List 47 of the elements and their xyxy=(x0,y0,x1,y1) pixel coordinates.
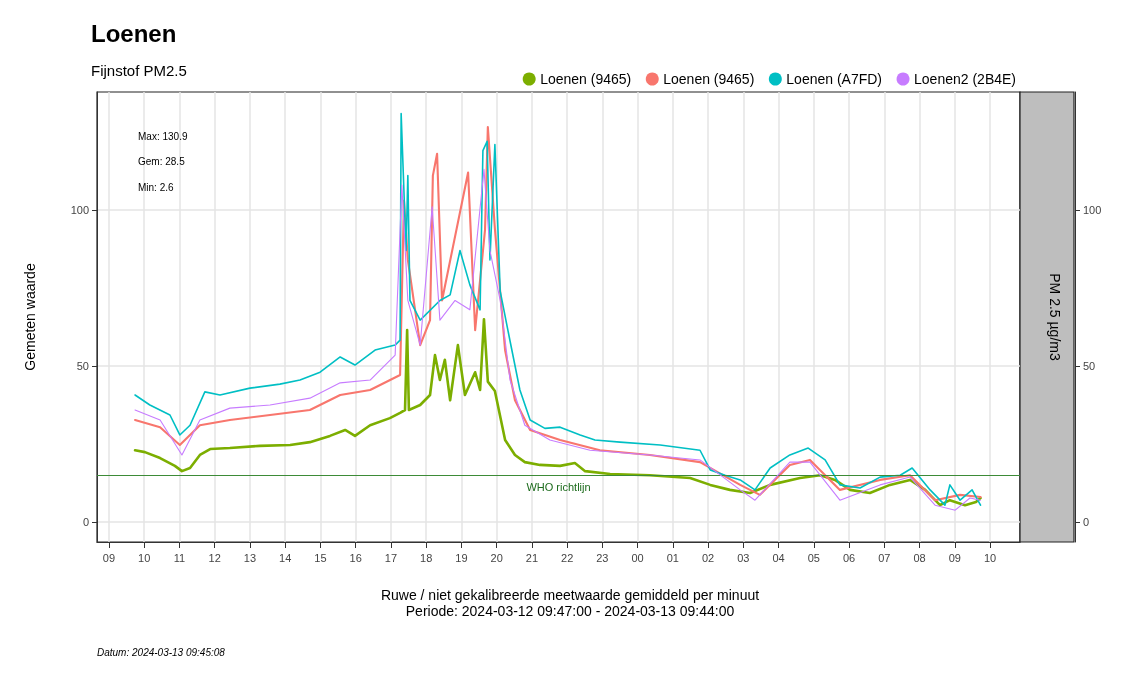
legend-label: Loenen2 (2B4E) xyxy=(914,71,1016,87)
x-tick-label: 19 xyxy=(455,551,468,564)
x-tick-label: 16 xyxy=(349,551,362,564)
y2-tick-label: 50 xyxy=(1083,359,1096,372)
x-tick-label: 14 xyxy=(279,551,292,564)
x-tick-label: 11 xyxy=(173,551,186,564)
legend-label: Loenen (9465) xyxy=(663,71,755,87)
x-tick-label: 08 xyxy=(913,551,926,564)
text: Datum: 2024-03-13 09:45:08 xyxy=(97,646,226,658)
x-tick-label: 12 xyxy=(208,551,221,564)
y-axis-title: Gemeten waarde xyxy=(22,263,38,371)
x-tick-label: 07 xyxy=(878,551,891,564)
x-tick-label: 20 xyxy=(490,551,503,564)
line-series xyxy=(133,317,982,507)
x-tick-label: 21 xyxy=(525,551,539,564)
ref-line-label: WHO richtlijn xyxy=(526,480,591,493)
x-tick-label: 00 xyxy=(631,551,644,564)
x-axis-title: Ruwe / niet gekalibreerde meetwaarde gemiddeld per minuut Periode: 2024-03-12 09:47:00 - 2024-03-13 09:44:00 xyxy=(380,587,760,619)
x-tick-label: 01 xyxy=(666,551,679,564)
x-tick-label: 13 xyxy=(243,551,257,564)
annotation: Gem: 28.5 xyxy=(138,156,186,167)
chart-title: Loenen xyxy=(91,19,177,47)
annotation: Min: 2.6 xyxy=(138,181,175,193)
legend-label: Loenen (A7FD) xyxy=(786,71,883,87)
y-tick-label: 50 xyxy=(76,359,89,372)
x-tick-label: 04 xyxy=(772,551,785,564)
x-tick-label: 22 xyxy=(561,551,574,564)
annotation: Max: 130.9 xyxy=(138,130,188,142)
x-tick-label: 03 xyxy=(737,551,750,564)
legend-label: Loenen (9465) xyxy=(540,71,632,87)
y-tick-label: 100 xyxy=(70,203,89,216)
x-tick-label: 02 xyxy=(701,551,715,564)
y2-tick-label: 100 xyxy=(1083,203,1102,216)
x-tick-label: 09 xyxy=(948,551,961,564)
x-tick-label: 18 xyxy=(420,551,433,564)
y2-axis-title: PM 2.5 µg/m3 xyxy=(1047,273,1063,361)
y2-tick-label: 0 xyxy=(1083,516,1090,529)
x-tick-label: 17 xyxy=(384,551,398,564)
x-tick-label: 05 xyxy=(807,551,820,564)
x-tick-label: 23 xyxy=(596,551,609,564)
chart-subtitle: Fijnstof PM2.5 xyxy=(91,62,187,79)
x-tick-label: 10 xyxy=(983,551,997,564)
x-tick-label: 06 xyxy=(842,551,856,564)
y-tick-label: 0 xyxy=(82,516,89,529)
x-tick-label: 15 xyxy=(314,551,327,564)
x-tick-label: 09 xyxy=(102,551,116,564)
x-tick-label: 10 xyxy=(138,551,151,564)
